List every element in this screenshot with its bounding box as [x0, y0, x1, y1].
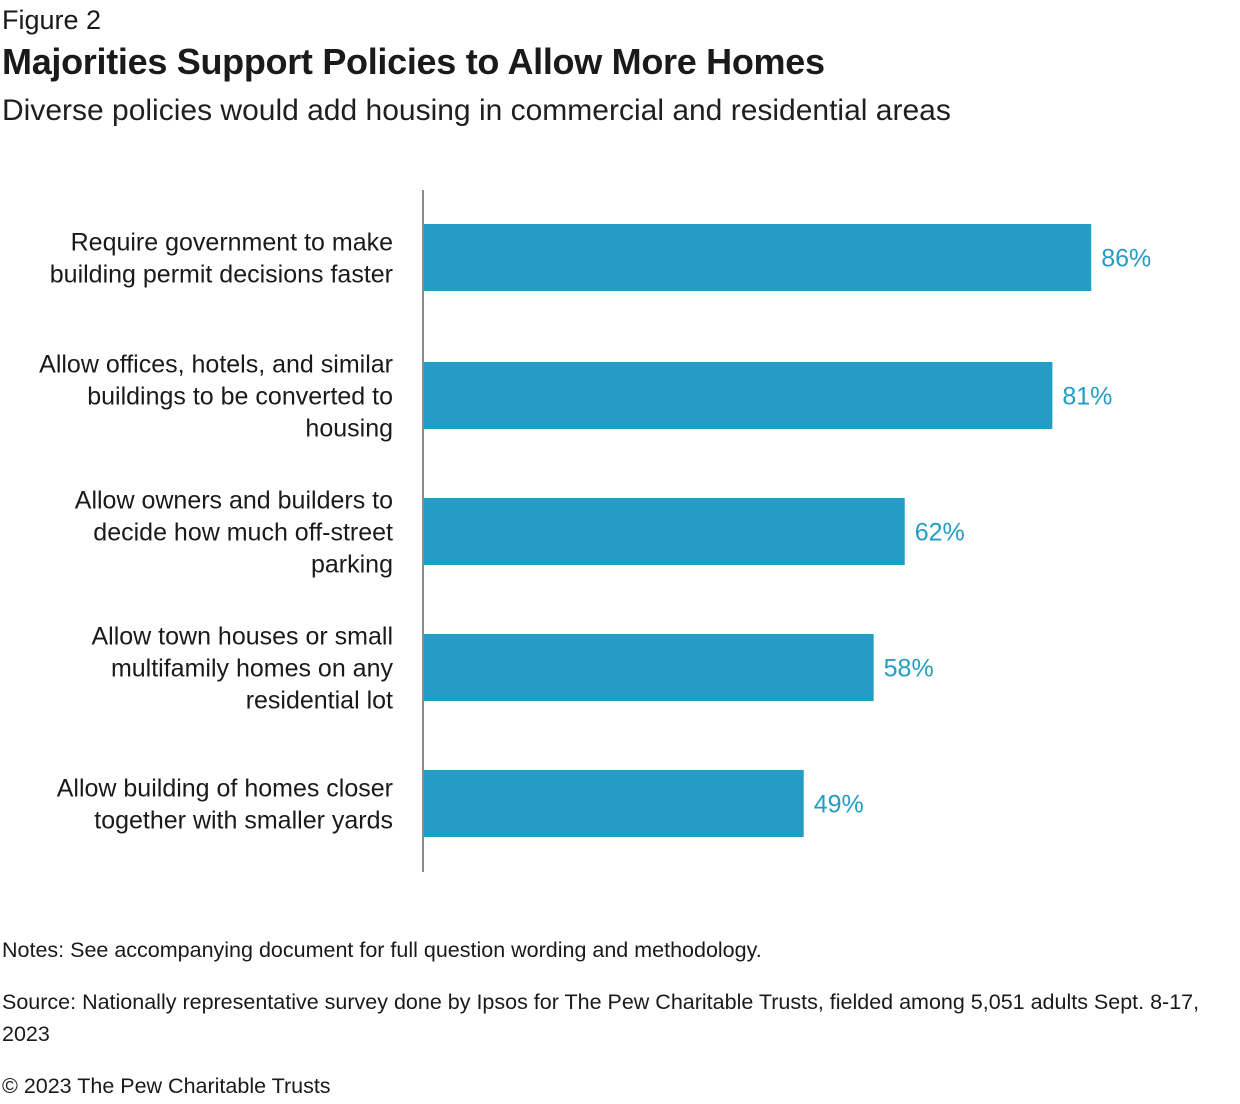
chart-notes: Notes: See accompanying document for ful… — [2, 938, 762, 962]
category-label-5-line-2: together with smaller yards — [94, 807, 393, 835]
category-label-1-line-1: Require government to make — [71, 229, 393, 257]
copyright: © 2023 The Pew Charitable Trusts — [2, 1074, 331, 1098]
category-label-4-line-2: multifamily homes on any — [111, 655, 394, 683]
bar-chart: 86% Require government to make building pe… — [39, 190, 1151, 872]
category-label-4-line-1: Allow town houses or small — [91, 623, 393, 651]
category-label-2-line-1: Allow offices, hotels, and similar — [39, 351, 393, 379]
bar-4 — [423, 634, 874, 701]
bar-2 — [423, 362, 1053, 429]
category-label-3-line-2: decide how much off-street — [93, 519, 393, 547]
chart-title: Majorities Support Policies to Allow Mor… — [2, 41, 825, 82]
bar-1 — [423, 224, 1092, 291]
data-label-2: 81% — [1062, 383, 1112, 411]
category-label-5-line-1: Allow building of homes closer — [57, 775, 393, 803]
bar-3 — [423, 498, 905, 565]
figure-label: Figure 2 — [2, 5, 102, 35]
category-label-2-line-3: housing — [305, 415, 393, 443]
chart-source: Source: Nationally representative survey… — [2, 990, 1200, 1046]
data-label-4: 58% — [884, 655, 934, 683]
category-label-4-line-3: residential lot — [246, 687, 393, 715]
data-label-5: 49% — [814, 791, 864, 819]
category-label-2-line-2: buildings to be converted to — [87, 383, 393, 411]
category-label-3-line-3: parking — [311, 551, 393, 579]
category-label-1-line-2: building permit decisions faster — [50, 261, 393, 289]
data-label-1: 86% — [1101, 245, 1151, 273]
data-label-3: 62% — [915, 519, 965, 547]
category-label-3-line-1: Allow owners and builders to — [75, 487, 393, 515]
chart-subtitle: Diverse policies would add housing in co… — [2, 94, 951, 127]
bar-5 — [423, 770, 804, 837]
